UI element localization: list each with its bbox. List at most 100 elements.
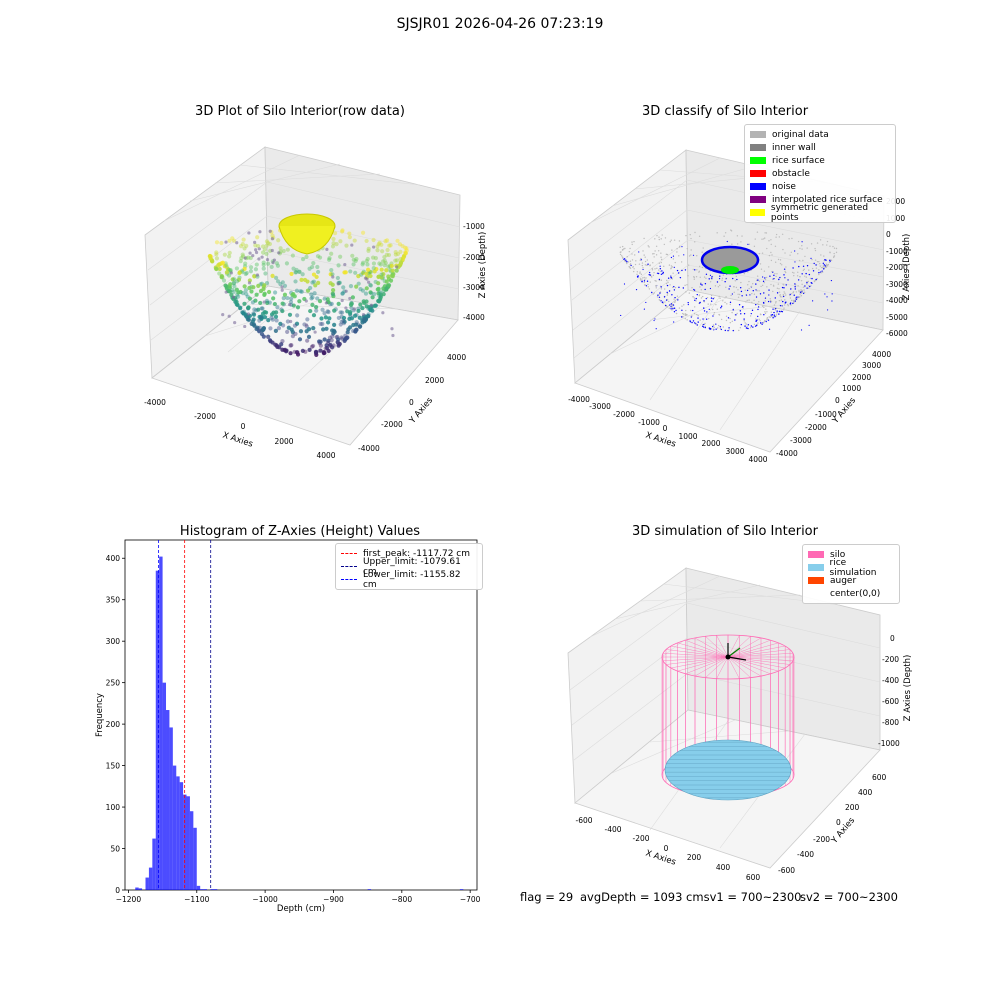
silo-roof-spoke [716,656,729,679]
raw-point [246,312,251,316]
silo-roof-spoke [670,656,729,669]
classify-plot-title: 3D classify of Silo Interior [641,104,809,119]
raw-point [311,279,316,284]
noise-point [626,260,628,263]
original-point [717,286,720,288]
noise-point [683,254,685,256]
raw-point [310,264,315,270]
silo-roof-spoke [716,635,729,658]
silo-roof-spoke [727,645,786,658]
original-point [722,274,725,276]
raw-point [332,322,337,327]
raw-point [268,339,273,344]
original-point [712,328,715,330]
noise-point [762,276,764,278]
raw-point [347,235,352,240]
original-point [722,326,725,328]
footer-avg-depth: avgDepth = 1093 cmsv1 = 700~2300 [580,890,802,904]
original-point [706,296,709,299]
original-point [668,307,670,309]
raw-point [381,286,386,291]
raw-point [242,266,247,272]
raw-point [289,296,294,301]
raw-point [388,243,393,248]
raw-point [298,289,303,294]
classify-xtick-label: 4000 [748,455,767,464]
original-point [693,312,696,315]
raw-point [243,271,248,277]
original-point [801,244,803,247]
raw-point [339,319,344,324]
noise-point [643,280,646,282]
original-point [797,240,800,243]
original-point [654,285,657,287]
noise-point [794,286,796,288]
original-point [725,296,727,298]
raw-point [292,323,298,328]
legend-item: silo [808,548,894,561]
raw-point [251,312,257,317]
classify-z-axis-label: Z Axies (Depth) [902,234,912,301]
original-point [772,290,774,293]
noise-point [705,273,708,275]
noise-point [681,309,683,311]
original-point [770,300,773,303]
raw-point [375,248,380,253]
raw-point [266,335,270,339]
original-point [829,245,831,247]
noise-point [648,273,650,276]
raw-point [228,282,233,287]
sim-z-axis-label: Z Axies (Depth) [903,655,913,722]
original-point [754,238,756,240]
classify-ztick-label: -5000 [886,313,908,322]
original-point [829,251,831,253]
noise-point [778,278,780,281]
noise-point [811,282,813,284]
classify-xtick-label: -1000 [638,418,660,427]
raw-point [368,273,373,279]
original-point [776,287,779,290]
legend-item: auger [808,574,894,587]
noise-point [773,274,775,277]
raw-ztick-label: -4000 [463,313,485,322]
original-point [764,312,767,315]
original-point [764,319,766,322]
original-point [687,275,689,277]
original-point [698,270,701,273]
raw-point [306,334,312,340]
noise-point [734,319,736,321]
raw-point [325,247,329,252]
legend-label: rice simulation [829,557,877,578]
raw-point [282,292,288,297]
noise-point [666,291,668,294]
raw-point [261,286,266,292]
noise-point [783,287,785,289]
raw-bowl-top [278,213,336,255]
original-point [821,271,824,273]
original-point [712,308,714,311]
raw-point [271,261,275,265]
original-point [774,245,777,248]
raw-point [284,261,290,266]
original-point [807,285,810,287]
histogram-bar [203,889,208,890]
silo-roof-spoke [677,656,729,672]
noise-point [692,309,694,312]
original-point [661,234,663,236]
original-point [770,315,773,318]
raw-point [382,263,387,268]
noise-point [755,289,757,291]
sim-ztick-label: 0 [890,634,895,643]
original-point [758,318,760,321]
original-point [748,280,750,283]
raw-point [253,240,257,244]
classify-xtick-label: 0 [663,424,668,433]
raw-point [246,305,251,310]
legend-label: inner wall [772,142,816,153]
noise-point [732,329,734,332]
raw-point [383,260,388,266]
noise-point [703,323,705,326]
noise-point [682,287,685,289]
raw-point [381,272,386,277]
original-point [816,278,818,280]
